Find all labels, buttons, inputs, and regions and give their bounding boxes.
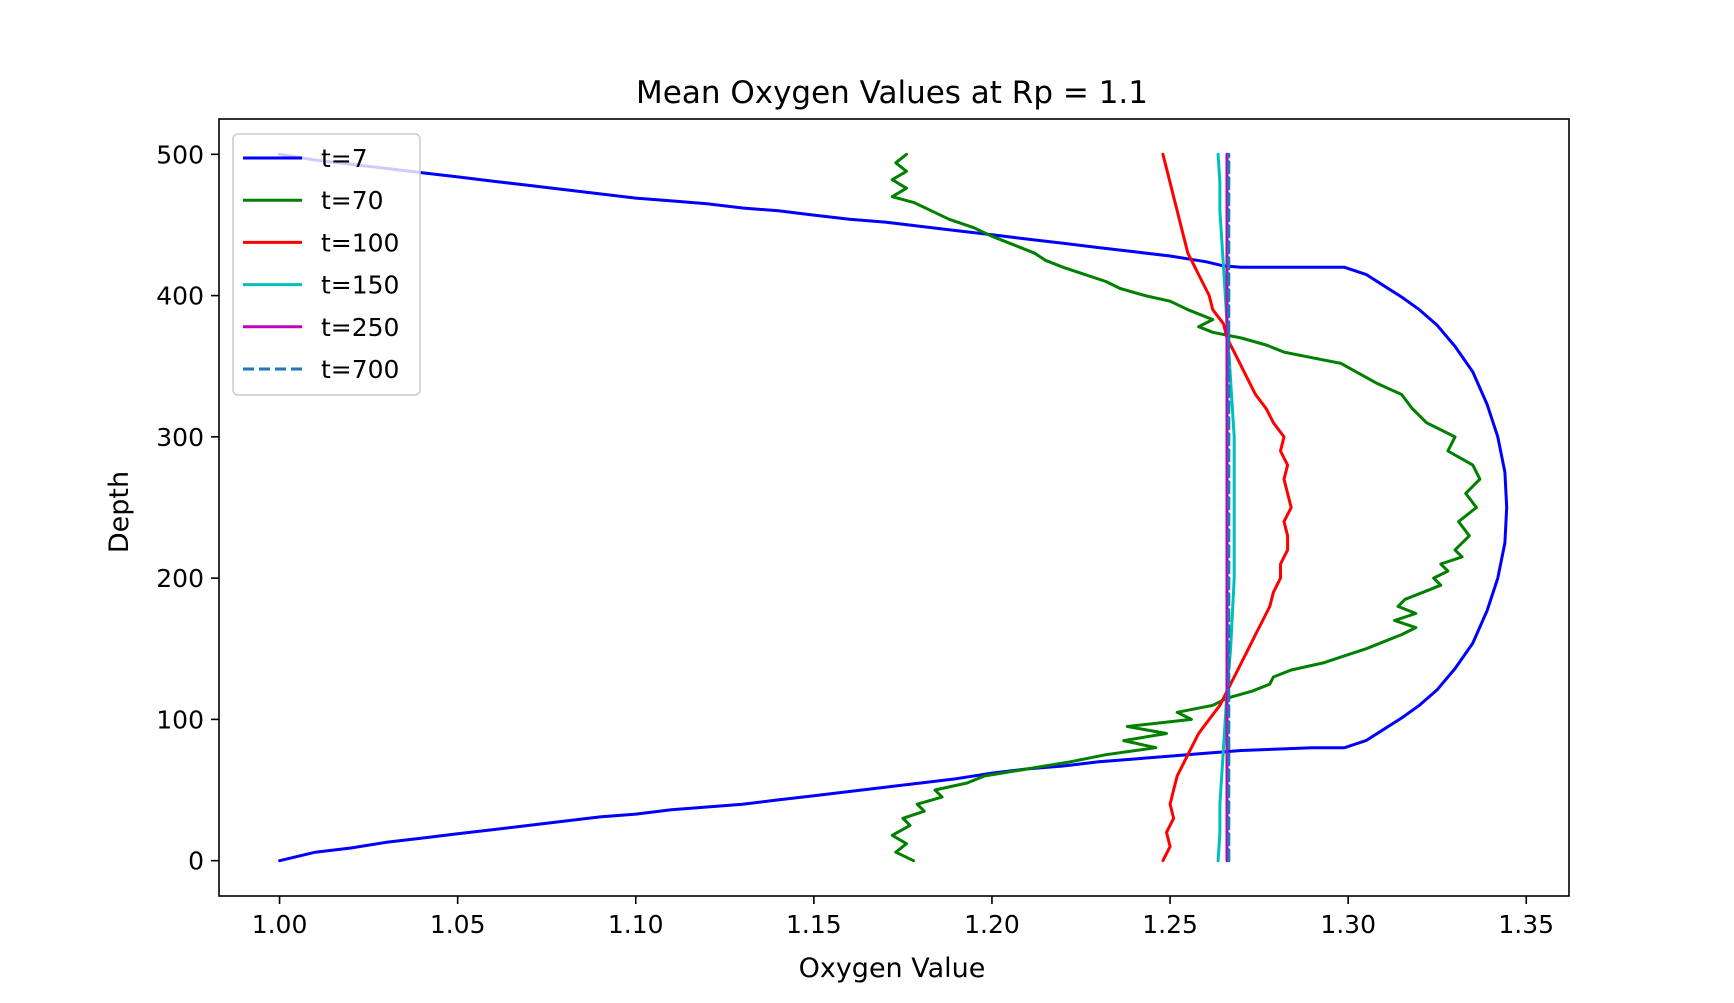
- chart-title: Mean Oxygen Values at Rp = 1.1: [636, 75, 1148, 111]
- y-axis-ticks: 0 100 200 300 400 500: [156, 140, 219, 876]
- x-axis-ticks: 1.00 1.05 1.10 1.15 1.20 1.25 1.30 1.35: [252, 896, 1554, 939]
- x-tick-label: 1.25: [1142, 910, 1198, 939]
- legend-label: t=100: [321, 228, 399, 257]
- x-tick-label: 1.00: [252, 910, 308, 939]
- y-tick-label: 0: [188, 847, 204, 876]
- x-tick-label: 1.05: [430, 910, 486, 939]
- series-line-t-70: [890, 152, 1482, 863]
- x-tick-label: 1.15: [786, 910, 842, 939]
- legend-label: t=150: [321, 271, 399, 300]
- x-tick-label: 1.10: [608, 910, 664, 939]
- y-tick-label: 100: [156, 705, 204, 734]
- plot-frame: [218, 118, 1570, 897]
- legend-label: t=250: [321, 313, 399, 342]
- y-tick-label: 200: [156, 564, 204, 593]
- legend-label: t=70: [321, 186, 384, 215]
- x-tick-label: 1.35: [1498, 910, 1554, 939]
- series-line-t-7: [278, 152, 1509, 863]
- series-line-t-150: [1216, 152, 1236, 863]
- y-tick-label: 300: [156, 423, 204, 452]
- x-tick-label: 1.20: [964, 910, 1020, 939]
- legend-label: t=700: [321, 355, 399, 384]
- y-tick-label: 500: [156, 140, 204, 169]
- x-tick-label: 1.30: [1320, 910, 1376, 939]
- legend: t=7 t=70 t=100 t=150 t=250 t=700: [232, 133, 421, 396]
- y-axis-label: Depth: [104, 471, 135, 553]
- legend-label: t=7: [321, 144, 368, 173]
- series-line-t-100: [1161, 152, 1293, 863]
- x-axis-label: Oxygen Value: [799, 953, 986, 984]
- y-tick-label: 400: [156, 282, 204, 311]
- series-layer: [278, 152, 1509, 863]
